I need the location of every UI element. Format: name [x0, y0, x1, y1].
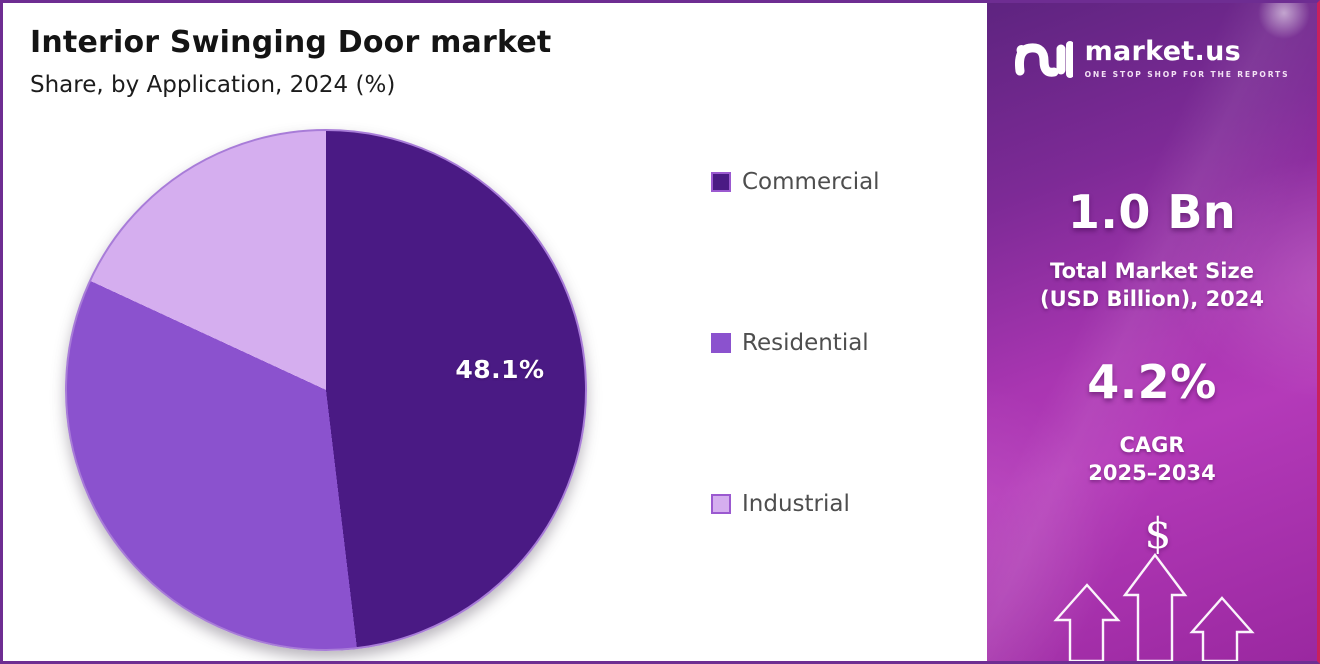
market-size-label-line2: (USD Billion), 2024 — [1039, 287, 1265, 312]
legend-label-commercial: Commercial — [742, 169, 880, 195]
legend-swatch-industrial-icon — [711, 494, 731, 514]
cagr-label-line2: 2025–2034 — [1088, 461, 1216, 486]
brand-tagline: ONE STOP SHOP FOR THE REPORTS — [1084, 69, 1290, 79]
chart-title: Interior Swinging Door market — [30, 25, 552, 60]
cagr-label: CAGR 2025–2034 — [987, 431, 1317, 488]
sidebar: market.us ONE STOP SHOP FOR THE REPORTS … — [987, 3, 1317, 661]
dollar-icon: $ — [1144, 509, 1172, 558]
chart-subtitle: Share, by Application, 2024 (%) — [30, 72, 396, 98]
pie-slice-label-commercial: 48.1% — [455, 355, 545, 384]
legend-swatch-commercial-icon — [711, 172, 731, 192]
chart-legend: Commercial Residential Industrial — [711, 169, 880, 517]
cagr-label-line1: CAGR — [1119, 433, 1185, 457]
market-size-label: Total Market Size (USD Billion), 2024 — [987, 257, 1317, 314]
pie-chart — [65, 129, 587, 651]
legend-item-industrial: Industrial — [711, 491, 880, 517]
brand-logo: market.us ONE STOP SHOP FOR THE REPORTS — [987, 33, 1317, 83]
legend-label-residential: Residential — [742, 330, 869, 356]
legend-label-industrial: Industrial — [742, 491, 850, 517]
cagr-value: 4.2% — [1087, 355, 1217, 409]
legend-item-residential: Residential — [711, 330, 880, 356]
market-size-value: 1.0 Bn — [1067, 185, 1237, 239]
growth-arrows-icon — [1053, 553, 1255, 661]
chart-header: Interior Swinging Door market Share, by … — [30, 25, 551, 98]
market-size-label-line1: Total Market Size — [1050, 259, 1254, 283]
market-us-logo-icon — [1014, 41, 1073, 78]
brand-name: market.us — [1084, 35, 1241, 67]
brand-text: market.us ONE STOP SHOP FOR THE REPORTS — [1085, 38, 1290, 79]
legend-swatch-residential-icon — [711, 333, 731, 353]
legend-item-commercial: Commercial — [711, 169, 880, 195]
